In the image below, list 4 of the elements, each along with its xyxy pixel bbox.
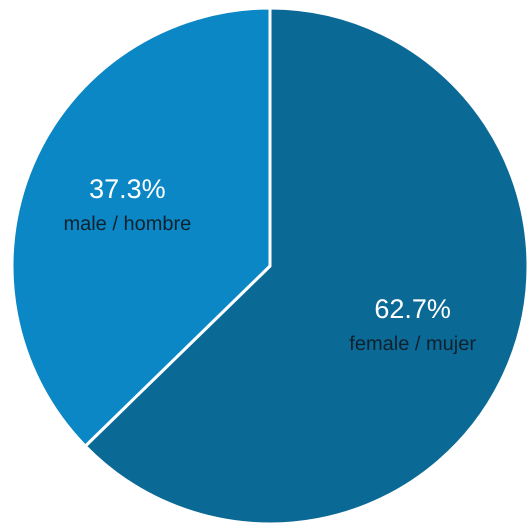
slice-label: male / hombre: [63, 212, 192, 235]
data-label: 62.7%: [374, 294, 451, 324]
slice-label: female / mujer: [349, 333, 476, 356]
data-label: 37.3%: [89, 174, 166, 204]
